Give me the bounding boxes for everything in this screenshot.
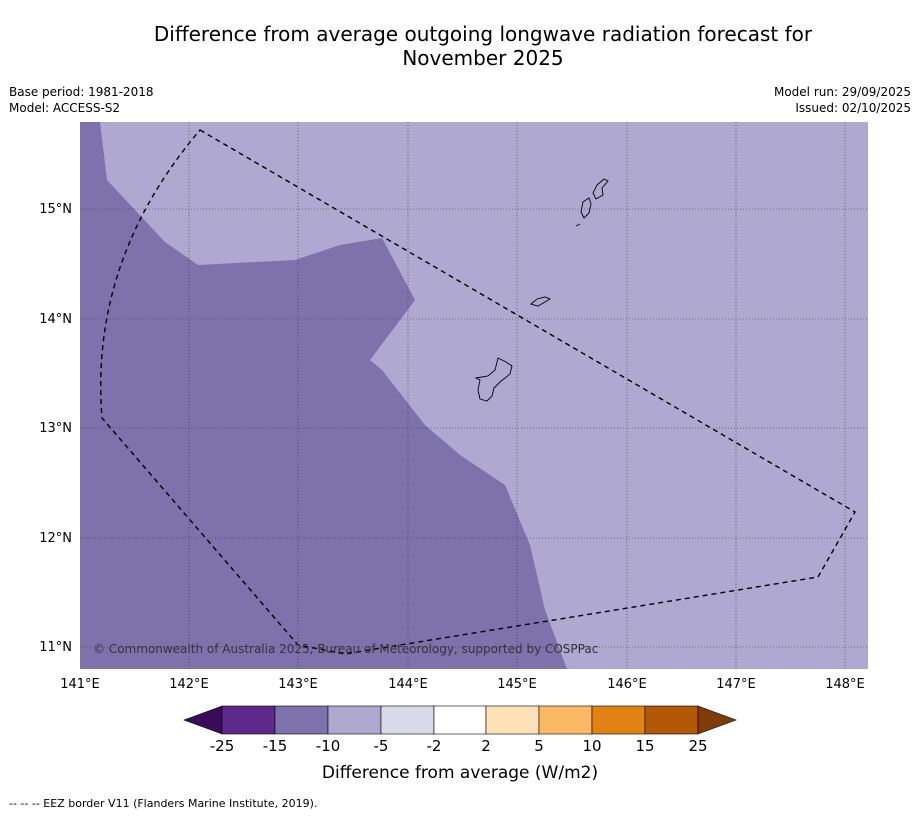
- colorbar-segment: [433, 705, 487, 735]
- lon-label: 147°E: [716, 677, 756, 692]
- colorbar-segment: [538, 705, 593, 735]
- colorbar-tick: -10: [316, 737, 341, 755]
- lat-label: 12°N: [39, 531, 72, 546]
- issued-text: Issued: 02/10/2025: [795, 101, 911, 115]
- lon-label: 142°E: [169, 677, 209, 692]
- model-run-text: Model run: 29/09/2025: [773, 85, 911, 99]
- colorbar-segment: [380, 705, 435, 735]
- colorbar-tick: 5: [534, 737, 544, 755]
- lat-label: 15°N: [39, 202, 72, 217]
- colorbar-segment: [221, 705, 276, 735]
- lat-label: 13°N: [39, 421, 72, 436]
- lon-label: 145°E: [497, 677, 537, 692]
- island-tinian: [580, 197, 592, 219]
- anomaly-band-minus15-minus10: [80, 122, 567, 669]
- lat-axis-labels: 15°N 14°N 13°N 12°N 11°N: [39, 202, 72, 655]
- colorbar-extend-low: [183, 705, 223, 735]
- colorbar-tick: -15: [263, 737, 288, 755]
- colorbar-tick: 2: [481, 737, 491, 755]
- colorbar-segment: [274, 705, 329, 735]
- colorbar-tick: 25: [688, 737, 707, 755]
- chart-title: Difference from average outgoing longwav…: [0, 22, 919, 70]
- copyright-credit: © Commonwealth of Australia 2025, Bureau…: [93, 642, 598, 656]
- colorbar-tick: -5: [374, 737, 389, 755]
- base-period-text: Base period: 1981-2018: [9, 85, 154, 99]
- title-line-2: November 2025: [402, 46, 564, 70]
- island-rota: [530, 296, 552, 307]
- lon-axis-labels: 141°E 142°E 143°E 144°E 145°E 146°E 147°…: [60, 677, 865, 692]
- meta-left: Base period: 1981-2018 Model: ACCESS-S2: [9, 84, 154, 116]
- lat-label: 11°N: [39, 640, 72, 655]
- islands: [474, 178, 609, 402]
- title-line-1: Difference from average outgoing longwav…: [153, 22, 813, 46]
- colorbar-extend-high: [697, 705, 737, 735]
- footer-note: -- -- -- EEZ border V11 (Flanders Marine…: [9, 797, 318, 810]
- colorbar-segment: [485, 705, 540, 735]
- colorbar-segment: [591, 705, 646, 735]
- lon-label: 141°E: [60, 677, 100, 692]
- gridlines: [80, 122, 868, 669]
- colorbar: [183, 705, 737, 735]
- lon-label: 148°E: [825, 677, 865, 692]
- meta-right: Model run: 29/09/2025 Issued: 02/10/2025: [774, 84, 911, 116]
- island-guam: [474, 357, 513, 402]
- lon-label: 146°E: [607, 677, 647, 692]
- colorbar-segment: [644, 705, 699, 735]
- lon-label: 144°E: [388, 677, 428, 692]
- colorbar-label: Difference from average (W/m2): [322, 763, 598, 783]
- colorbar-tick: 15: [635, 737, 654, 755]
- island-aguijan: [575, 223, 581, 227]
- colorbar-tick: -25: [210, 737, 235, 755]
- lon-label: 143°E: [278, 677, 318, 692]
- colorbar-tick: 10: [582, 737, 601, 755]
- model-text: Model: ACCESS-S2: [9, 101, 121, 115]
- lat-label: 14°N: [39, 312, 72, 327]
- eez-border: [100, 129, 856, 655]
- colorbar-segment: [327, 705, 382, 735]
- colorbar-tick: -2: [427, 737, 442, 755]
- colorbar-ticks: -25 -15 -10 -5 -2 2 5 10 15 25: [210, 737, 708, 755]
- map-area: © Commonwealth of Australia 2025, Bureau…: [80, 122, 868, 669]
- island-saipan: [592, 178, 609, 200]
